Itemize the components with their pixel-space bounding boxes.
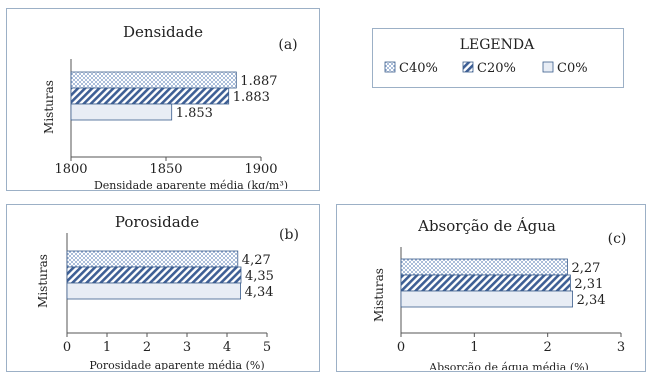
x-tick-label: 2	[544, 340, 552, 355]
x-tick-label: 2	[143, 340, 151, 355]
legend-label: C0%	[557, 61, 588, 76]
panel-label: (a)	[278, 37, 297, 53]
x-tick-label: 1900	[244, 162, 277, 177]
x-tick-label: 3	[617, 340, 625, 355]
legend-swatch-stripes	[462, 61, 474, 73]
bar-c20pct	[70, 87, 230, 105]
legend-swatch-plain	[542, 61, 554, 73]
data-label: 1.887	[240, 74, 277, 89]
chart-title: Absorção de Água	[417, 217, 556, 235]
data-label: 1.853	[176, 106, 213, 121]
y-axis-label: Misturas	[42, 80, 56, 134]
legend-title: LEGENDA	[460, 37, 535, 53]
y-axis-label: Misturas	[36, 254, 50, 308]
data-label: 4,27	[242, 253, 271, 268]
x-tick-label: 1800	[54, 162, 87, 177]
bar-c40pct	[400, 258, 568, 276]
bar-c0pct	[70, 103, 173, 121]
x-tick-label: 3	[183, 340, 191, 355]
data-label: 2,34	[577, 293, 606, 308]
x-tick-label: 1	[470, 340, 478, 355]
data-label: 1.883	[233, 90, 270, 105]
panel-label: (c)	[608, 231, 627, 247]
data-label: 4,35	[245, 269, 274, 284]
legend-label: C40%	[399, 61, 438, 76]
bar-c20pct	[66, 266, 242, 284]
x-tick-label: 1850	[149, 162, 182, 177]
bar-c0pct	[400, 290, 574, 308]
x-tick-label: 0	[63, 340, 71, 355]
legend-box: LEGENDA C40% C20% C0%	[372, 28, 624, 88]
x-tick-label: 5	[263, 340, 271, 355]
legend: LEGENDA C40% C20% C0%	[384, 37, 588, 76]
x-axis-label: Porosidade aparente média (%)	[89, 359, 264, 370]
chart-panel-porosity: Porosidade (b) 0 1 2 3 4 5 Misturas Porosidade ap…	[6, 204, 320, 372]
chart-panel-absorption: Absorção de Água (c) 0 1 2 3 Misturas Absorção …	[336, 204, 646, 374]
y-axis-label: Misturas	[372, 268, 386, 322]
x-tick-label: 4	[223, 340, 231, 355]
bar-c40pct	[66, 250, 239, 268]
panel-label: (b)	[279, 227, 299, 243]
density-chart: Densidade (a) 1800 1850 1900 Misturas Densidad…	[42, 23, 298, 192]
chart-title: Porosidade	[115, 213, 199, 231]
legend-swatch-dots	[384, 61, 396, 73]
porosity-chart: Porosidade (b) 0 1 2 3 4 5 Misturas Porosidade ap…	[36, 213, 299, 372]
bar-c20pct	[400, 274, 571, 292]
data-label: 2,27	[571, 261, 600, 276]
x-tick-label: 0	[397, 340, 405, 355]
chart-title: Densidade	[123, 23, 203, 41]
chart-panel-density: Densidade (a) 1800 1850 1900 Misturas Densidad…	[6, 8, 320, 192]
x-tick-label: 1	[103, 340, 111, 355]
x-axis-label: Densidade aparente média (kg/m³)	[94, 179, 288, 189]
x-axis-label: Absorção de água média (%)	[428, 361, 589, 370]
data-label: 4,34	[245, 285, 274, 300]
bar-c0pct	[66, 282, 242, 300]
absorption-chart: Absorção de Água (c) 0 1 2 3 Misturas Absorção …	[372, 217, 627, 374]
legend-label: C20%	[477, 61, 516, 76]
data-label: 2,31	[574, 277, 603, 292]
bar-c40pct	[70, 71, 237, 89]
